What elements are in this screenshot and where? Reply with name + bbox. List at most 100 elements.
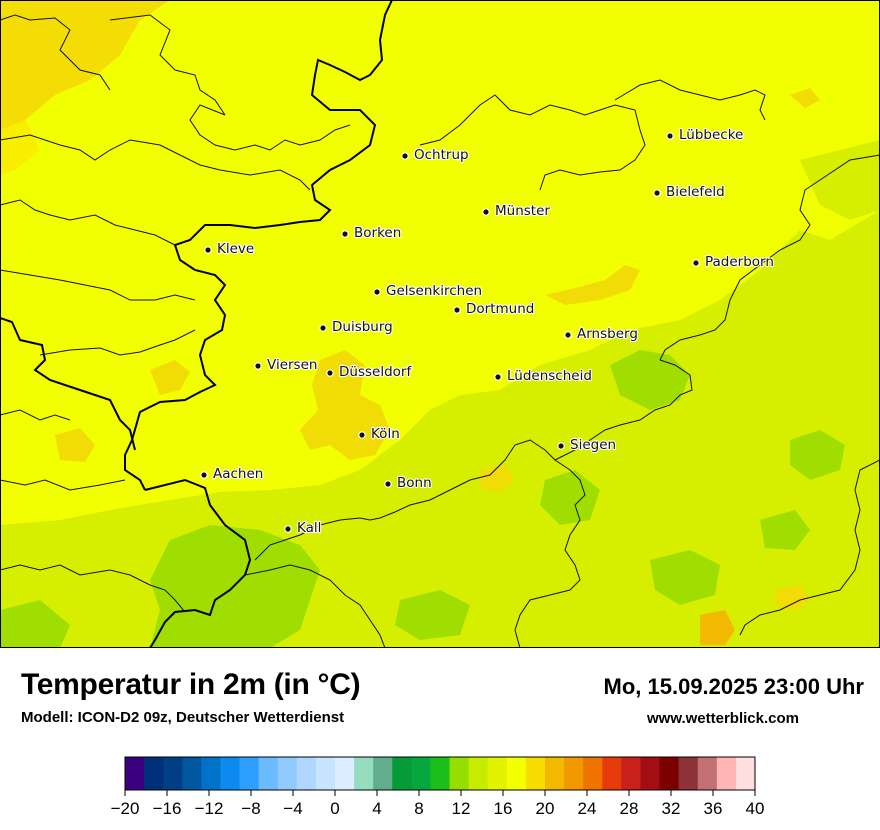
city-dot-duesseldorf [326,369,334,377]
warm-patch-south-east [700,610,735,645]
city-label-arnsberg: Arnsberg [577,326,638,342]
city-marker-siegen: Siegen [557,436,617,454]
city-marker-dortmund: Dortmund [453,300,535,318]
city-label-bielefeld: Bielefeld [666,184,725,200]
legend-swatch [220,757,241,790]
border-eifel [244,564,386,648]
legend-swatch [392,757,412,790]
border-overijssel [0,134,311,191]
city-dot-dortmund [453,306,461,314]
warm-patch-rhine [300,350,390,460]
city-marker-gelsenkirchen: Gelsenkirchen [373,282,483,300]
city-dot-bielefeld [653,189,661,197]
warm-patch-rheinland [150,360,190,395]
city-marker-luedenscheid: Lüdenscheid [494,367,593,385]
border-hesse-east [369,359,693,521]
border-hesse-north [659,154,880,361]
city-marker-koeln: Köln [358,425,401,443]
border-limburg [0,269,196,301]
city-dot-kall [284,525,292,533]
city-label-dortmund: Dortmund [466,301,534,317]
border-ardennes [0,564,186,613]
legend-tick-label: 12 [452,799,471,818]
legend-tick-label: −20 [111,799,140,818]
city-marker-paderborn: Paderborn [692,253,775,271]
website-link[interactable]: www.wetterblick.com [647,710,799,727]
city-marker-duesseldorf: Düsseldorf [326,363,414,381]
border-liege [0,409,71,421]
legend-swatch [583,757,603,790]
city-label-muenster: Münster [495,203,550,219]
city-label-luebbecke: Lübbecke [679,127,743,143]
city-label-paderborn: Paderborn [705,254,774,270]
legend-swatch [545,757,565,790]
city-marker-aachen: Aachen [200,465,264,483]
legend-swatch [315,757,336,790]
green-zone-east-a [790,430,845,480]
legend-tick-label: 32 [662,799,681,818]
legend-frame [124,756,756,791]
legend-swatch [411,757,431,790]
legend-tick-label: −16 [153,799,182,818]
legend-swatch [335,757,355,790]
legend-tick-label: 40 [746,799,765,818]
forecast-datetime: Mo, 15.09.2025 23:00 Uhr [603,674,864,699]
warm-patch-aachen [55,428,95,462]
legend-swatches [124,756,756,791]
legend-swatch [659,757,680,790]
green-zone-siegen [540,470,600,525]
legend-swatch [487,757,508,790]
border-muensterland [419,94,646,191]
city-dot-bonn [384,480,392,488]
legend-swatch [640,757,661,790]
border-gelderland-b [0,199,176,246]
city-label-duesseldorf: Düsseldorf [339,364,412,380]
city-label-kleve: Kleve [217,241,254,257]
city-label-viersen: Viersen [267,357,317,373]
border-friesland [109,14,226,116]
city-marker-kleve: Kleve [204,240,255,258]
border-rlp-east [739,459,880,636]
city-marker-kall: Kall [284,519,322,537]
border-luxembourg [0,479,126,491]
legend-swatch [296,757,317,790]
legend-tick-label: 8 [414,799,423,818]
green-zone-east-b [650,550,720,605]
city-label-duisburg: Duisburg [332,319,393,335]
city-markers: Lübbecke Ochtrup Bielefeld Münster Borke… [200,126,775,537]
warm-patch-northeast [790,88,820,108]
legend-swatch [468,757,489,790]
national-border-belgium [0,317,136,451]
city-marker-duisburg: Duisburg [319,318,394,336]
city-dot-kleve [204,246,212,254]
city-label-koeln: Köln [371,426,400,442]
legend-swatch [430,757,451,790]
legend-swatch [144,757,164,790]
temperature-map: Lübbecke Ochtrup Bielefeld Münster Borke… [0,0,880,648]
border-gelderland-a [189,104,351,151]
green-zone-sauerland [610,350,690,410]
green-zone-southwest [0,600,70,648]
legend-swatch [182,757,202,790]
map-title: Temperatur in 2m (in °C) [21,668,361,701]
border-owl [614,79,766,121]
legend-swatch [163,757,183,790]
city-dot-ochtrup [401,152,409,160]
legend-tick-label: 16 [494,799,513,818]
regional-borders [0,14,880,648]
cool-zone-patch-east [800,140,880,220]
legend-swatch [525,757,546,790]
city-marker-bonn: Bonn [384,474,433,492]
legend-swatch [602,757,622,790]
city-label-aachen: Aachen [213,466,263,482]
border-northwest [0,14,111,91]
city-dot-borken [341,230,349,238]
city-label-borken: Borken [354,225,401,241]
warm-patch-ruhr [545,265,640,305]
city-dot-aachen [200,471,208,479]
legend-labels: −20 −16 −12 −8 −4 0 4 8 12 16 20 24 28 32 36 40 [111,799,765,818]
legend-tick-label: 0 [330,799,339,818]
legend-swatch [125,757,145,790]
city-marker-muenster: Münster [482,202,551,220]
city-marker-arnsberg: Arnsberg [564,325,639,343]
